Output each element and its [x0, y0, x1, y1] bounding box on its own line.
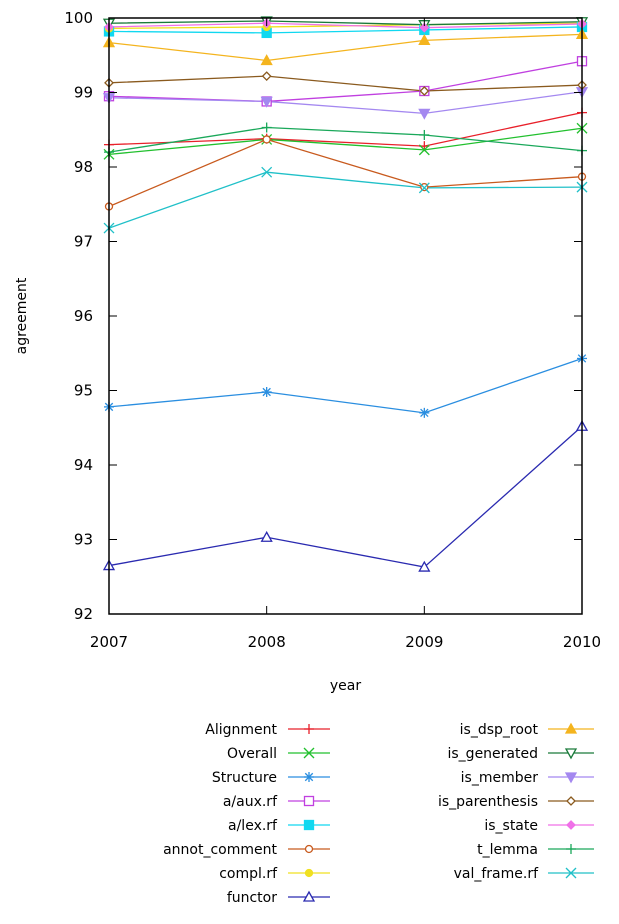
data-point-2-2 — [419, 407, 430, 418]
data-point-8-1 — [260, 54, 273, 66]
legend-label: is_member — [461, 770, 539, 786]
legend-label: Overall — [227, 746, 277, 762]
legend-marker — [564, 748, 578, 760]
data-point-10-2 — [418, 108, 431, 120]
y-tick-label: 92 — [74, 605, 93, 623]
legend-marker — [304, 724, 314, 734]
legend-label: val_frame.rf — [454, 866, 539, 882]
legend-marker — [304, 844, 314, 854]
series-line-14 — [108, 171, 583, 229]
legend-item: compl.rf — [219, 866, 330, 882]
legend-label: Alignment — [205, 722, 277, 738]
legend-item: functor — [227, 890, 330, 906]
x-axis-label: year — [330, 678, 361, 694]
data-point-11-2 — [419, 86, 430, 96]
legend-item: is_parenthesis — [438, 794, 594, 810]
series-line-2 — [108, 357, 583, 414]
x-tick-label: 2009 — [405, 633, 443, 651]
y-tick-label: 96 — [74, 307, 93, 325]
legend-marker — [564, 772, 578, 784]
y-axis-label: agreement — [14, 277, 30, 354]
x-tick-label: 2008 — [248, 633, 286, 651]
data-point-5-1 — [262, 135, 271, 144]
legend-item: Alignment — [205, 722, 330, 738]
series-line-9 — [108, 20, 583, 26]
y-tick-label: 99 — [74, 84, 93, 102]
legend-item: is_generated — [448, 746, 594, 762]
legend-item: is_state — [484, 818, 594, 834]
legend-item: val_frame.rf — [454, 866, 594, 882]
legend-item: is_dsp_root — [460, 722, 594, 738]
legend-marker — [565, 867, 577, 879]
y-tick-label: 94 — [74, 456, 93, 474]
legend-marker — [302, 890, 316, 902]
legend-item: Overall — [227, 746, 330, 762]
legend-label: is_dsp_root — [460, 722, 539, 738]
legend-marker — [303, 795, 315, 807]
series-line-12 — [108, 22, 583, 29]
legend-marker — [303, 747, 315, 759]
legend-label: annot_comment — [163, 842, 277, 858]
series-line-5 — [108, 138, 583, 208]
legend-marker — [304, 868, 314, 878]
y-tick-label: 100 — [64, 9, 93, 27]
data-point-2-1 — [261, 386, 272, 397]
data-point-13-2 — [419, 129, 430, 140]
series-line-1 — [108, 127, 583, 155]
data-point-14-1 — [261, 166, 273, 178]
legend-item: is_member — [461, 770, 594, 786]
y-tick-label: 93 — [74, 531, 93, 549]
legend-label: is_parenthesis — [438, 794, 538, 810]
legend-marker — [304, 772, 314, 782]
data-point-14-2 — [418, 182, 430, 194]
data-point-1-2 — [418, 144, 430, 156]
legend-marker — [564, 722, 578, 734]
data-point-7-1 — [260, 530, 273, 542]
series-line-11 — [108, 75, 583, 92]
legend-label: a/lex.rf — [228, 818, 278, 834]
legend-item: a/aux.rf — [223, 794, 330, 810]
series-line-13 — [108, 126, 583, 153]
legend-label: a/aux.rf — [223, 794, 278, 810]
x-tick-label: 2010 — [563, 633, 601, 651]
data-point-13-1 — [261, 122, 272, 133]
series-line-8 — [108, 33, 583, 62]
data-point-11-1 — [261, 71, 272, 82]
legend-label: is_state — [484, 818, 538, 834]
legend-item: t_lemma — [477, 842, 594, 858]
legend-marker — [566, 796, 576, 806]
x-tick-label: 2007 — [90, 633, 128, 651]
data-point-8-2 — [418, 34, 431, 45]
legend-marker — [303, 819, 315, 831]
data-point-10-1 — [260, 96, 273, 108]
y-tick-label: 95 — [74, 382, 93, 400]
series-line-3 — [108, 60, 583, 103]
series-line-10 — [108, 91, 583, 115]
data-point-7-2 — [418, 560, 431, 572]
series-line-4 — [108, 26, 583, 34]
series-line-7 — [108, 425, 583, 568]
legend-label: t_lemma — [477, 842, 538, 858]
series-line-0 — [108, 111, 583, 147]
legend-item: Structure — [212, 770, 330, 786]
legend-item: annot_comment — [163, 842, 330, 858]
legend-label: compl.rf — [219, 866, 278, 882]
legend-marker — [566, 844, 576, 854]
legend-item: a/lex.rf — [228, 818, 330, 834]
data-point-12-2 — [419, 22, 430, 33]
y-tick-label: 97 — [74, 233, 93, 251]
legend-label: functor — [227, 890, 277, 906]
legend-label: is_generated — [448, 746, 539, 762]
legend-marker — [566, 820, 576, 830]
legend-label: Structure — [212, 770, 277, 786]
y-tick-label: 98 — [74, 158, 93, 176]
